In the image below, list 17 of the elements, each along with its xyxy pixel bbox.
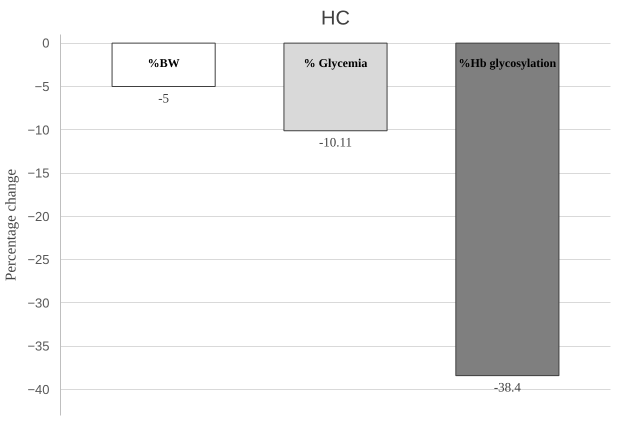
chart-title: HC — [321, 8, 350, 30]
x-tick-label: %Hb glycosylation — [458, 56, 557, 70]
y-tick-label: −40 — [27, 382, 50, 398]
y-tick-label: −5 — [34, 78, 50, 94]
y-tick-label: −35 — [27, 338, 50, 354]
y-axis-title: Percentage change — [3, 168, 20, 282]
y-tick-label: −15 — [27, 166, 50, 181]
data-label: -38.4 — [494, 380, 522, 395]
y-tick-label: −20 — [27, 208, 50, 224]
x-tick-label: %BW — [148, 56, 180, 70]
y-tick-label: −25 — [27, 252, 50, 268]
data-label: -5 — [158, 90, 170, 106]
x-tick-label: % Glycemia — [304, 56, 368, 70]
data-label: -10.11 — [318, 134, 352, 150]
y-tick-label: 0 — [42, 36, 50, 51]
y-tick-label: −10 — [27, 122, 50, 138]
y-tick-label: −30 — [27, 295, 50, 310]
